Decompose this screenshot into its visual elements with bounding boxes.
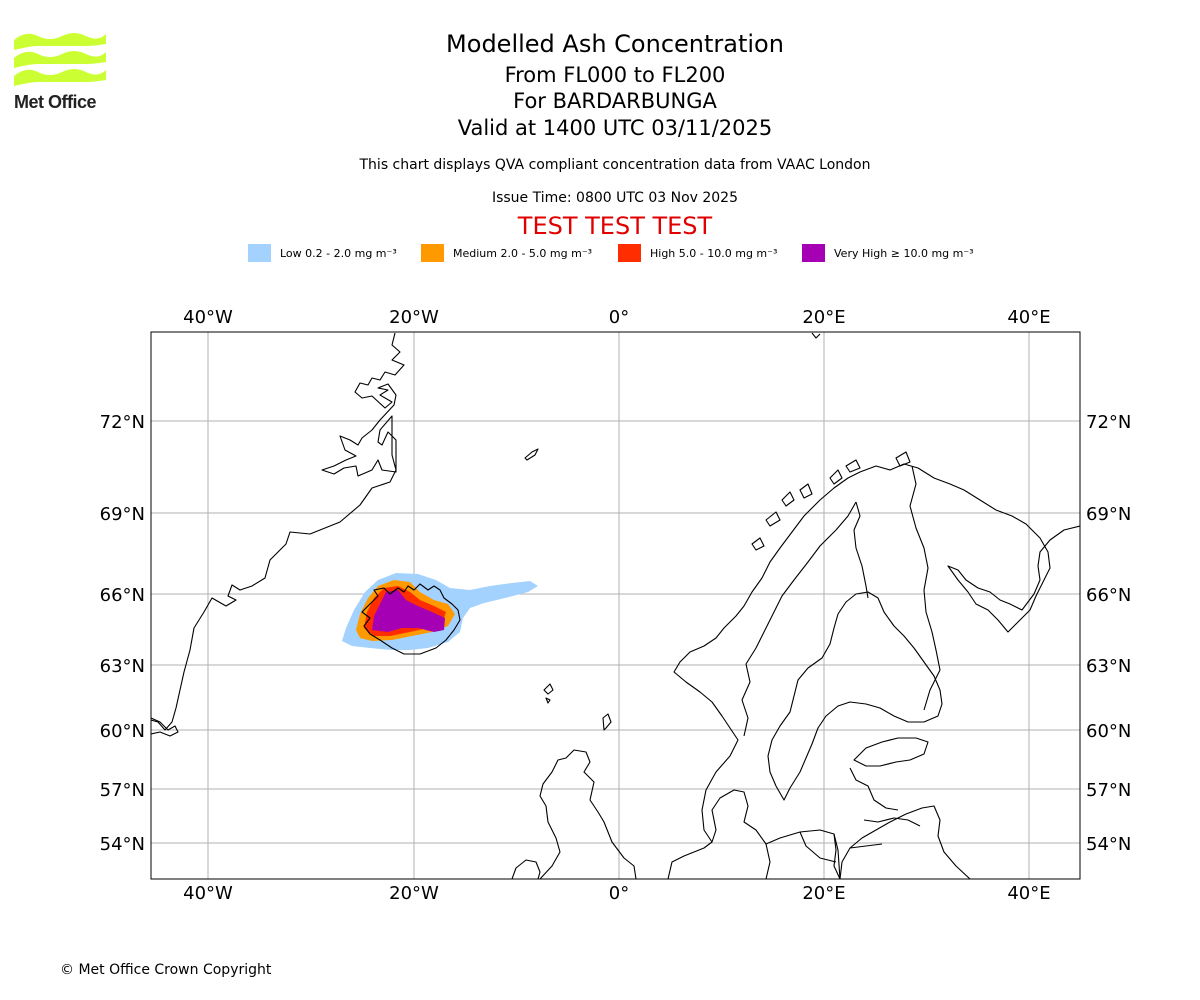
norway-islands (751, 451, 911, 551)
lat-label-right-57n: 57°N (1086, 780, 1131, 801)
ireland-coast (511, 859, 541, 879)
faroe-islands-coast (543, 683, 554, 704)
jan-mayen-coast (524, 448, 539, 461)
copyright-notice: © Met Office Crown Copyright (60, 962, 272, 978)
flight-level-range: From FL000 to FL200 (504, 63, 726, 87)
lat-label-left-54n: 54°N (100, 834, 145, 855)
lat-label-right-66n: 66°N (1086, 585, 1131, 606)
legend-item-high: High 5.0 - 10.0 mg m⁻³ (618, 244, 777, 262)
coastlines (151, 332, 1080, 879)
legend-swatch-high (618, 244, 641, 262)
lat-label-left-60n: 60°N (100, 721, 145, 742)
legend-swatch-low (248, 244, 271, 262)
sweden-east-coast (767, 591, 943, 801)
lon-label-top-20w: 20°W (389, 307, 439, 328)
lon-label-bottom-40e: 40°E (1007, 883, 1050, 904)
lon-label-bottom-20w: 20°W (389, 883, 439, 904)
lat-label-left-63n: 63°N (100, 656, 145, 677)
legend-item-medium: Medium 2.0 - 5.0 mg m⁻³ (421, 244, 592, 262)
svalbard-coast (811, 332, 821, 339)
lat-label-right-54n: 54°N (1086, 834, 1131, 855)
map-frame (150, 331, 1081, 880)
lon-label-top-20e: 20°E (802, 307, 845, 328)
continent-coast (667, 789, 841, 879)
lon-label-bottom-20e: 20°E (802, 883, 845, 904)
lon-label-bottom-0: 0° (609, 883, 629, 904)
estonia-latvia-coast (849, 767, 899, 811)
lat-label-right-63n: 63°N (1086, 656, 1131, 677)
lat-label-left-72n: 72°N (100, 412, 145, 433)
chart-title: Modelled Ash Concentration (446, 30, 784, 58)
greenland-coast (151, 332, 405, 731)
issue-time: Issue Time: 0800 UTC 03 Nov 2025 (491, 190, 739, 206)
volcano-name: For BARDARBUNGA (513, 89, 717, 113)
legend-item-low: Low 0.2 - 2.0 mg m⁻³ (248, 244, 397, 262)
ash-cloud (342, 573, 538, 650)
baltic-coast (839, 805, 971, 879)
met-office-waves-icon (14, 33, 106, 86)
logo-text: Met Office (14, 92, 97, 112)
test-banner: TEST TEST TEST (517, 212, 713, 240)
lon-labels-bottom: 40°W 20°W 0° 20°E 40°E (183, 883, 1050, 904)
lat-label-left-69n: 69°N (100, 504, 145, 525)
lat-label-right-72n: 72°N (1086, 412, 1131, 433)
lat-label-right-69n: 69°N (1086, 504, 1131, 525)
legend-label-medium: Medium 2.0 - 5.0 mg m⁻³ (453, 246, 593, 260)
finland-russia-border (909, 465, 941, 711)
norway-sweden-border (741, 501, 857, 737)
ash-very-high-area (372, 590, 445, 632)
legend-swatch-very-high (802, 244, 825, 262)
lon-label-top-0: 0° (609, 307, 629, 328)
lat-labels-right: 72°N 69°N 66°N 63°N 60°N 57°N 54°N (1086, 412, 1131, 855)
graticule (151, 332, 1080, 879)
met-office-logo: Met Office (14, 30, 108, 112)
lat-label-left-57n: 57°N (100, 780, 145, 801)
gulf-of-finland-coast (853, 737, 929, 767)
germany-poland-border (765, 833, 841, 879)
lon-label-top-40w: 40°W (183, 307, 233, 328)
lon-label-bottom-40w: 40°W (183, 883, 233, 904)
legend-swatch-medium (421, 244, 444, 262)
legend-label-very-high: Very High ≥ 10.0 mg m⁻³ (834, 246, 974, 260)
lon-labels-top: 40°W 20°W 0° 20°E 40°E (183, 307, 1050, 328)
lat-label-right-60n: 60°N (1086, 721, 1131, 742)
legend-item-very-high: Very High ≥ 10.0 mg m⁻³ (802, 244, 974, 262)
valid-time: Valid at 1400 UTC 03/11/2025 (457, 116, 773, 140)
iceland-coast (361, 583, 461, 655)
greenland-southern-tip (151, 717, 179, 737)
qva-compliance-note: This chart displays QVA compliant concen… (359, 157, 871, 173)
lat-label-left-66n: 66°N (100, 585, 145, 606)
great-britain-coast (539, 749, 637, 879)
lat-labels-left: 72°N 69°N 66°N 63°N 60°N 57°N 54°N (100, 412, 145, 855)
legend-label-low: Low 0.2 - 2.0 mg m⁻³ (280, 246, 397, 260)
sweden-finland-border (853, 501, 869, 599)
baltic-borders (799, 817, 921, 863)
shetland-coast (602, 713, 612, 731)
legend-label-high: High 5.0 - 10.0 mg m⁻³ (650, 246, 778, 260)
lon-label-top-40e: 40°E (1007, 307, 1050, 328)
scandinavia-coast (673, 463, 1080, 843)
